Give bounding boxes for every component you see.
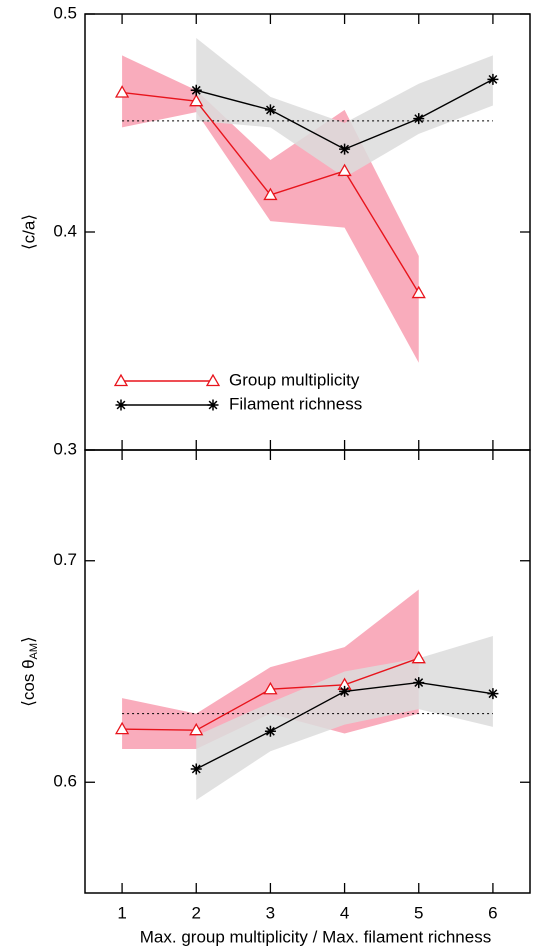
y-axis-label: ⟨cos θAM⟩ xyxy=(19,636,39,706)
asterisk-marker xyxy=(207,399,219,411)
y-tick-label: 0.3 xyxy=(53,439,77,458)
triangle-marker xyxy=(263,681,278,695)
asterisk-marker xyxy=(115,399,127,411)
y-axis-label: ⟨c/a⟩ xyxy=(19,214,38,250)
asterisk-marker xyxy=(339,685,351,697)
x-tick-label: 2 xyxy=(192,903,201,922)
x-tick-label: 4 xyxy=(340,903,349,922)
triangle-marker xyxy=(205,373,221,387)
plot-frame xyxy=(84,449,531,894)
y-axis-label-sub: AM xyxy=(28,643,40,660)
asterisk-marker xyxy=(264,104,276,116)
asterisk-marker xyxy=(339,143,351,155)
y-tick-label: 0.5 xyxy=(53,3,77,22)
x-tick-label: 1 xyxy=(117,903,126,922)
triangle-marker xyxy=(189,722,204,736)
asterisk-marker xyxy=(264,725,276,737)
x-axis-label: Max. group multiplicity / Max. filament … xyxy=(140,927,491,946)
asterisk-marker xyxy=(487,73,499,85)
triangle-marker xyxy=(114,85,130,98)
asterisk-marker xyxy=(487,688,499,700)
asterisk-marker xyxy=(190,763,202,775)
legend-label: Group multiplicity xyxy=(229,370,360,389)
triangle-marker xyxy=(411,650,426,664)
x-tick-label: 6 xyxy=(488,903,497,922)
x-tick-label: 5 xyxy=(414,903,423,922)
triangle-marker xyxy=(411,285,426,299)
y-tick-label: 0.6 xyxy=(53,772,77,791)
asterisk-marker xyxy=(413,113,425,125)
y-tick-label: 0.7 xyxy=(53,550,77,569)
legend-label: Filament richness xyxy=(229,394,362,413)
triangle-marker xyxy=(113,373,129,387)
y-tick-label: 0.4 xyxy=(53,221,77,240)
y-axis-label-main: ⟨cos θ xyxy=(19,659,38,706)
error-band xyxy=(196,636,493,800)
triangle-marker xyxy=(189,93,204,107)
asterisk-marker xyxy=(190,84,202,96)
y-axis-label-close: ⟩ xyxy=(19,636,38,643)
asterisk-marker xyxy=(413,677,425,689)
triangle-marker xyxy=(263,187,278,201)
triangle-marker xyxy=(114,721,130,735)
x-tick-label: 3 xyxy=(266,903,275,922)
triangle-marker xyxy=(337,163,352,177)
